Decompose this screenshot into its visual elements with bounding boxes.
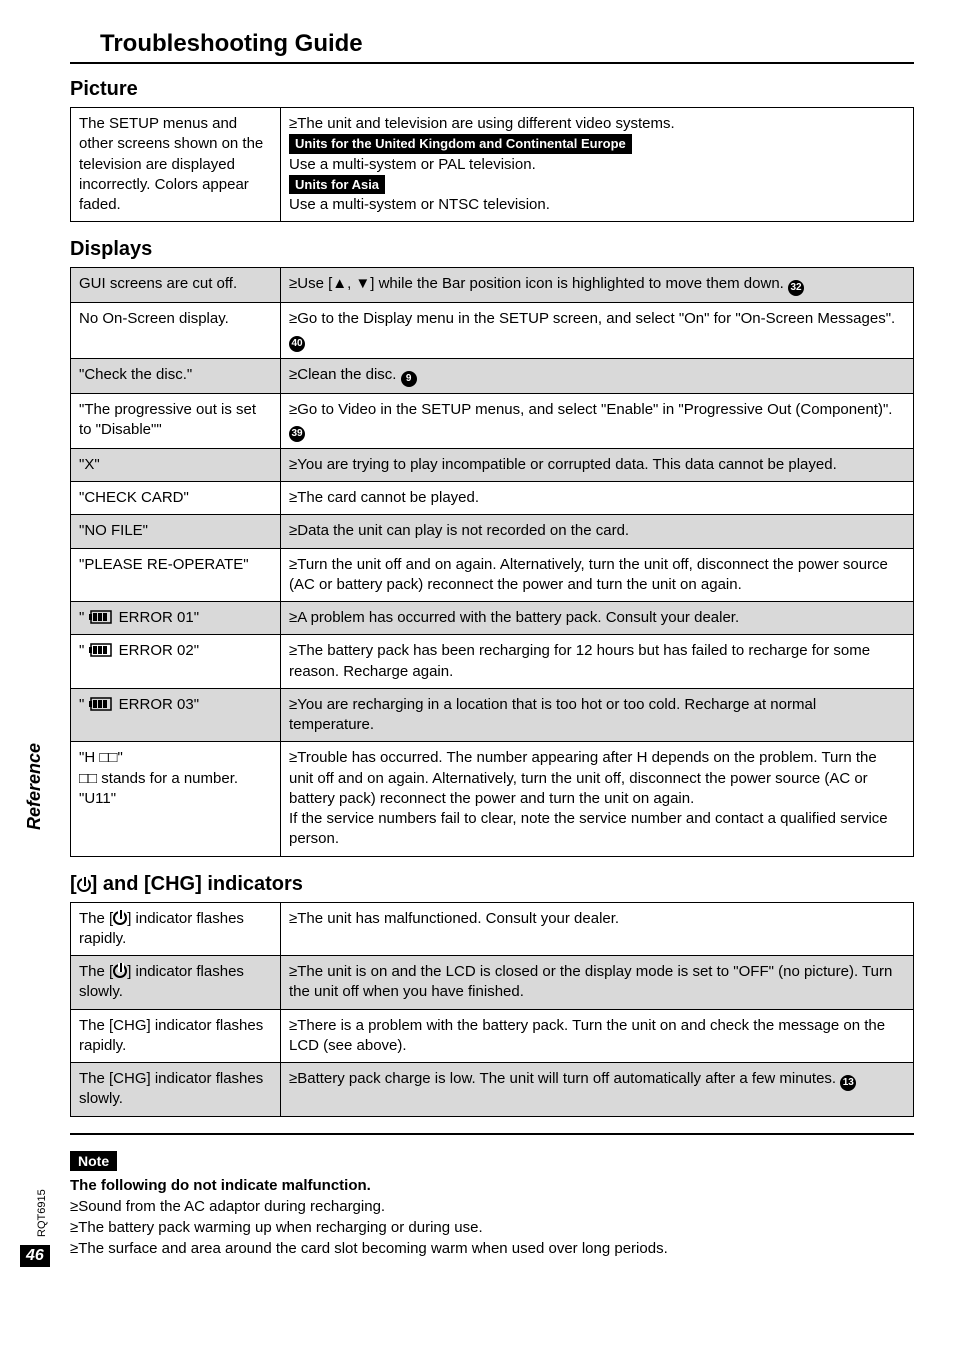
cell-left: GUI screens are cut off. bbox=[71, 268, 281, 303]
table-row: "NO FILE"≥Data the unit can play is not … bbox=[71, 515, 914, 548]
table-row: No On-Screen display.≥Go to the Display … bbox=[71, 303, 914, 358]
cell-left: "CHECK CARD" bbox=[71, 482, 281, 515]
cell-right: ≥Trouble has occurred. The number appear… bbox=[281, 742, 914, 856]
cell-left: No On-Screen display. bbox=[71, 303, 281, 358]
cell-right: ≥Clean the disc. 9 bbox=[281, 358, 914, 393]
table-row: The [CHG] indicator flashes rapidly.≥The… bbox=[71, 1009, 914, 1063]
table-row: "The progressive out is set to "Disable"… bbox=[71, 393, 914, 448]
table-row: "PLEASE RE-OPERATE"≥Turn the unit off an… bbox=[71, 548, 914, 602]
cell-right: ≥You are trying to play incompatible or … bbox=[281, 448, 914, 481]
cell-right: ≥Go to the Display menu in the SETUP scr… bbox=[281, 303, 914, 358]
table-row: The [] indicator flashes slowly.≥The uni… bbox=[71, 956, 914, 1010]
note-bold: The following do not indicate malfunctio… bbox=[70, 1175, 914, 1196]
cell-right: ≥A problem has occurred with the battery… bbox=[281, 602, 914, 635]
displays-table: GUI screens are cut off.≥Use [▲, ▼] whil… bbox=[70, 267, 914, 856]
table-row: The [] indicator flashes rapidly.≥The un… bbox=[71, 902, 914, 956]
indicators-table: The [] indicator flashes rapidly.≥The un… bbox=[70, 902, 914, 1117]
table-row: "Check the disc."≥Clean the disc. 9 bbox=[71, 358, 914, 393]
picture-table: The SETUP menus and other screens shown … bbox=[70, 107, 914, 222]
cell-left: The [CHG] indicator flashes rapidly. bbox=[71, 1009, 281, 1063]
note-line: ≥The surface and area around the card sl… bbox=[70, 1238, 914, 1259]
table-row: "CHECK CARD"≥The card cannot be played. bbox=[71, 482, 914, 515]
side-label: Reference bbox=[24, 743, 45, 830]
cell-right: ≥The card cannot be played. bbox=[281, 482, 914, 515]
table-row: "H □□"□□ stands for a number."U11"≥Troub… bbox=[71, 742, 914, 856]
cell-left: The [] indicator flashes rapidly. bbox=[71, 902, 281, 956]
section-picture-heading: Picture bbox=[70, 78, 914, 101]
cell-left: "Check the disc." bbox=[71, 358, 281, 393]
section-indicators-heading: [] and [CHG] indicators bbox=[70, 873, 914, 896]
table-row: " ERROR 02"≥The battery pack has been re… bbox=[71, 635, 914, 689]
cell-left: "PLEASE RE-OPERATE" bbox=[71, 548, 281, 602]
cell-right: ≥Data the unit can play is not recorded … bbox=[281, 515, 914, 548]
cell-right: ≥There is a problem with the battery pac… bbox=[281, 1009, 914, 1063]
cell-right: ≥Battery pack charge is low. The unit wi… bbox=[281, 1063, 914, 1117]
page-title: Troubleshooting Guide bbox=[70, 30, 914, 58]
table-row: The [CHG] indicator flashes slowly.≥Batt… bbox=[71, 1063, 914, 1117]
cell-left: The [] indicator flashes slowly. bbox=[71, 956, 281, 1010]
cell-left: "The progressive out is set to "Disable"… bbox=[71, 393, 281, 448]
note-line: ≥The battery pack warming up when rechar… bbox=[70, 1217, 914, 1238]
table-row: The SETUP menus and other screens shown … bbox=[71, 108, 914, 222]
cell-left: "NO FILE" bbox=[71, 515, 281, 548]
title-underline bbox=[70, 62, 914, 64]
picture-row-left: The SETUP menus and other screens shown … bbox=[71, 108, 281, 222]
table-row: GUI screens are cut off.≥Use [▲, ▼] whil… bbox=[71, 268, 914, 303]
cell-right: ≥The battery pack has been recharging fo… bbox=[281, 635, 914, 689]
cell-right: ≥The unit has malfunctioned. Consult you… bbox=[281, 902, 914, 956]
table-row: " ERROR 01"≥A problem has occurred with … bbox=[71, 602, 914, 635]
cell-right: ≥Go to Video in the SETUP menus, and sel… bbox=[281, 393, 914, 448]
cell-left: " ERROR 01" bbox=[71, 602, 281, 635]
cell-right: ≥You are recharging in a location that i… bbox=[281, 688, 914, 742]
cell-right: ≥The unit is on and the LCD is closed or… bbox=[281, 956, 914, 1010]
page-number: 46 bbox=[20, 1245, 50, 1267]
section-displays-heading: Displays bbox=[70, 238, 914, 261]
cell-right: ≥Turn the unit off and on again. Alterna… bbox=[281, 548, 914, 602]
note-section: Note The following do not indicate malfu… bbox=[70, 1151, 914, 1259]
cell-right: ≥Use [▲, ▼] while the Bar position icon … bbox=[281, 268, 914, 303]
picture-row-right: ≥The unit and television are using diffe… bbox=[281, 108, 914, 222]
table-row: "X"≥You are trying to play incompatible … bbox=[71, 448, 914, 481]
power-icon bbox=[77, 878, 91, 892]
note-label: Note bbox=[70, 1151, 117, 1171]
note-line: ≥Sound from the AC adaptor during rechar… bbox=[70, 1196, 914, 1217]
table-row: " ERROR 03"≥You are recharging in a loca… bbox=[71, 688, 914, 742]
cell-left: The [CHG] indicator flashes slowly. bbox=[71, 1063, 281, 1117]
cell-left: "H □□"□□ stands for a number."U11" bbox=[71, 742, 281, 856]
cell-left: "X" bbox=[71, 448, 281, 481]
cell-left: " ERROR 03" bbox=[71, 688, 281, 742]
rqt-code: RQT6915 bbox=[36, 1189, 48, 1237]
cell-left: " ERROR 02" bbox=[71, 635, 281, 689]
